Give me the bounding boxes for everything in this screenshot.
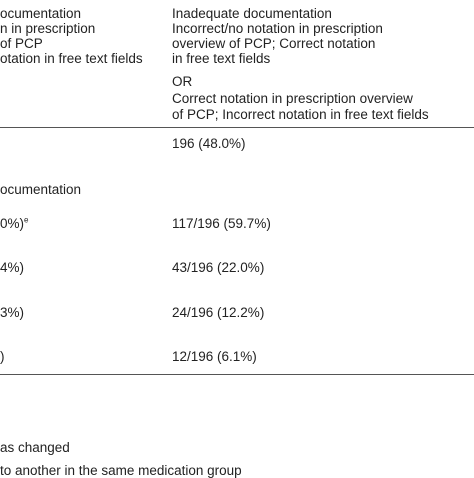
header-left-line-2: n in prescription bbox=[0, 21, 96, 36]
header-right-line-6: Correct notation in prescription overvie… bbox=[172, 91, 413, 106]
footnote-line-1: as changed bbox=[0, 440, 70, 455]
section-label: ocumentation bbox=[0, 182, 82, 197]
header-left-line-4: otation in free text fields bbox=[0, 51, 143, 66]
header-left-line-3: of PCP bbox=[0, 36, 43, 51]
row-1-left: 0%)e bbox=[0, 215, 29, 231]
header-left-line-1: ocumentation bbox=[0, 6, 82, 21]
header-right-line-1: Inadequate documentation bbox=[172, 6, 332, 21]
header-divider bbox=[0, 127, 474, 128]
header-right-line-4: in free text fields bbox=[172, 51, 271, 66]
row-4-left: ) bbox=[0, 349, 5, 364]
footnote-line-2: to another in the same medication group bbox=[0, 463, 242, 478]
row-3-right: 24/196 (12.2%) bbox=[172, 305, 265, 320]
table-bottom-rule bbox=[0, 374, 474, 375]
header-right-line-2: Incorrect/no notation in prescription bbox=[172, 21, 383, 36]
header-right-line-3: overview of PCP; Correct notation bbox=[172, 36, 376, 51]
row-4-right: 12/196 (6.1%) bbox=[172, 349, 257, 364]
row-2-left: 4%) bbox=[0, 260, 25, 275]
header-right-line-7: of PCP; Incorrect notation in free text … bbox=[172, 107, 429, 122]
total-right-value: 196 (48.0%) bbox=[172, 136, 246, 151]
row-3-left: 3%) bbox=[0, 305, 25, 320]
header-right-or: OR bbox=[172, 74, 193, 89]
row-2-right: 43/196 (22.0%) bbox=[172, 260, 265, 275]
row-1-right: 117/196 (59.7%) bbox=[172, 216, 271, 231]
footnote-marker: e bbox=[24, 215, 29, 225]
